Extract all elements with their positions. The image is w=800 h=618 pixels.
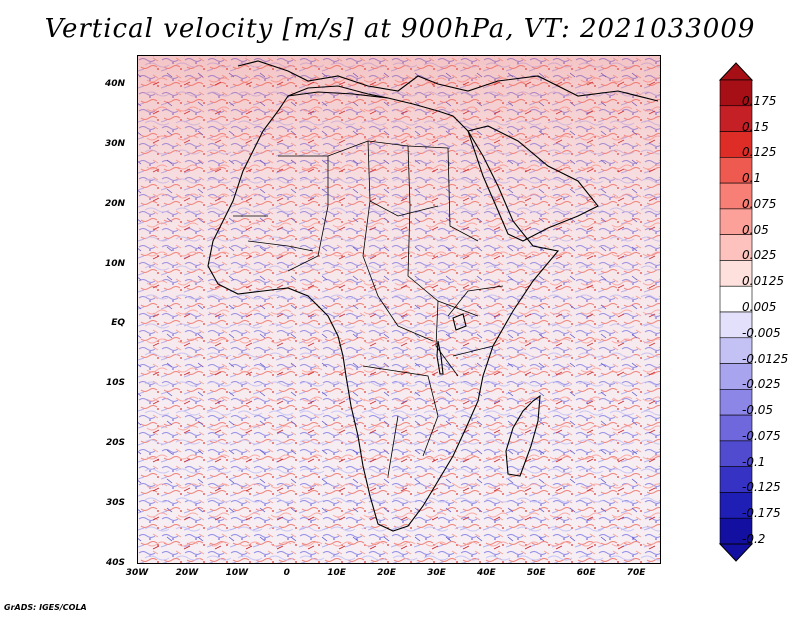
colorbar-swatch [719, 157, 753, 184]
colorbar-tick-label: -0.0125 [742, 351, 789, 366]
lon-tick-label: 50E [526, 568, 546, 578]
lon-tick-label: 10W [225, 568, 249, 578]
lat-tick-label: 20N [104, 198, 125, 209]
lake-tanganyika [436, 340, 444, 375]
colorbar-swatch [719, 466, 753, 493]
lat-tick-label: 10S [105, 378, 125, 389]
lon-tick-label: 0 [283, 568, 290, 578]
lon-tick-label: 70E [626, 568, 646, 578]
colorbar-tick-label: -0.125 [742, 480, 781, 495]
lat-tick-label: 40S [105, 558, 125, 568]
colorbar-tick-label: 0.1 [742, 171, 762, 186]
lon-tick-label: 20W [175, 568, 199, 578]
colorbar-bottom-arrow [718, 543, 754, 562]
colorbar-tick-label: -0.075 [742, 428, 781, 443]
coastlines-and-borders [207, 60, 659, 532]
colorbar-tick-label: -0.1 [742, 454, 766, 469]
velocity-field-svg [138, 56, 660, 563]
lon-tick-label: 30W [125, 568, 149, 578]
lat-tick-label: 30S [105, 498, 125, 509]
lon-tick-label: 30E [427, 568, 446, 578]
colorbar-tick-label: -0.025 [742, 377, 781, 392]
colorbar-swatch [719, 337, 753, 364]
lon-tick-label: 10E [327, 568, 346, 578]
colorbar-swatch [719, 311, 753, 339]
colorbar-tick-label: 0.0125 [742, 274, 784, 289]
colorbar-tick-label: 0.15 [742, 119, 769, 134]
colorbar-tick-label: -0.2 [742, 532, 766, 546]
lat-tick-label: 40N [104, 78, 125, 89]
colorbar [718, 62, 754, 562]
map-title: Vertical velocity [m/s] at 900hPa, VT: 2… [44, 14, 756, 44]
madagascar-coastline [505, 394, 541, 477]
colorbar-tick-label: 0.125 [742, 145, 777, 160]
lon-tick-label: 60E [576, 568, 596, 578]
colorbar-swatch [719, 234, 753, 261]
lat-tick-label: 20S [105, 438, 125, 449]
africa-coastline [207, 91, 560, 532]
europe-coastline [237, 60, 659, 102]
mediterranean-coast [287, 85, 389, 99]
lake-victoria [452, 313, 467, 331]
colorbar-swatch [719, 414, 753, 442]
colorbar-tick-label: 0.175 [742, 93, 777, 108]
colorbar-tick-label: -0.005 [742, 325, 781, 340]
colorbar-tick-label: 0.075 [742, 196, 777, 211]
colorbar-tick-label: 0.025 [742, 248, 777, 263]
map-panel [137, 55, 661, 564]
colorbar-top-arrow [718, 62, 754, 81]
colorbar-swatch [719, 105, 753, 132]
colorbar-swatch [719, 389, 753, 416]
lon-tick-label: 20E [377, 568, 396, 578]
colorbar-swatch [719, 517, 753, 545]
credit-text: GrADS: IGES/COLA [4, 603, 87, 612]
colorbar-swatch [719, 260, 753, 287]
colorbar-swatch [719, 363, 753, 390]
colorbar-tick-label: 0.005 [742, 300, 777, 314]
arabia-coastline [467, 125, 599, 242]
lat-tick-label: 30N [104, 138, 125, 149]
border-lines [233, 140, 504, 477]
lat-tick-label: EQ [111, 318, 125, 329]
colorbar-tick-label: -0.175 [742, 506, 781, 521]
colorbar-swatch [719, 285, 753, 313]
colorbar-swatch [719, 182, 753, 210]
lon-tick-label: 40E [476, 568, 496, 578]
colorbar-tick-label: 0.05 [742, 222, 769, 237]
colorbar-tick-label: -0.05 [742, 403, 774, 418]
lat-tick-label: 10N [104, 258, 125, 269]
colorbar-swatch [719, 492, 753, 519]
colorbar-swatch [719, 440, 753, 467]
colorbar-swatch [719, 131, 753, 158]
velocity-field-tint [138, 56, 660, 563]
